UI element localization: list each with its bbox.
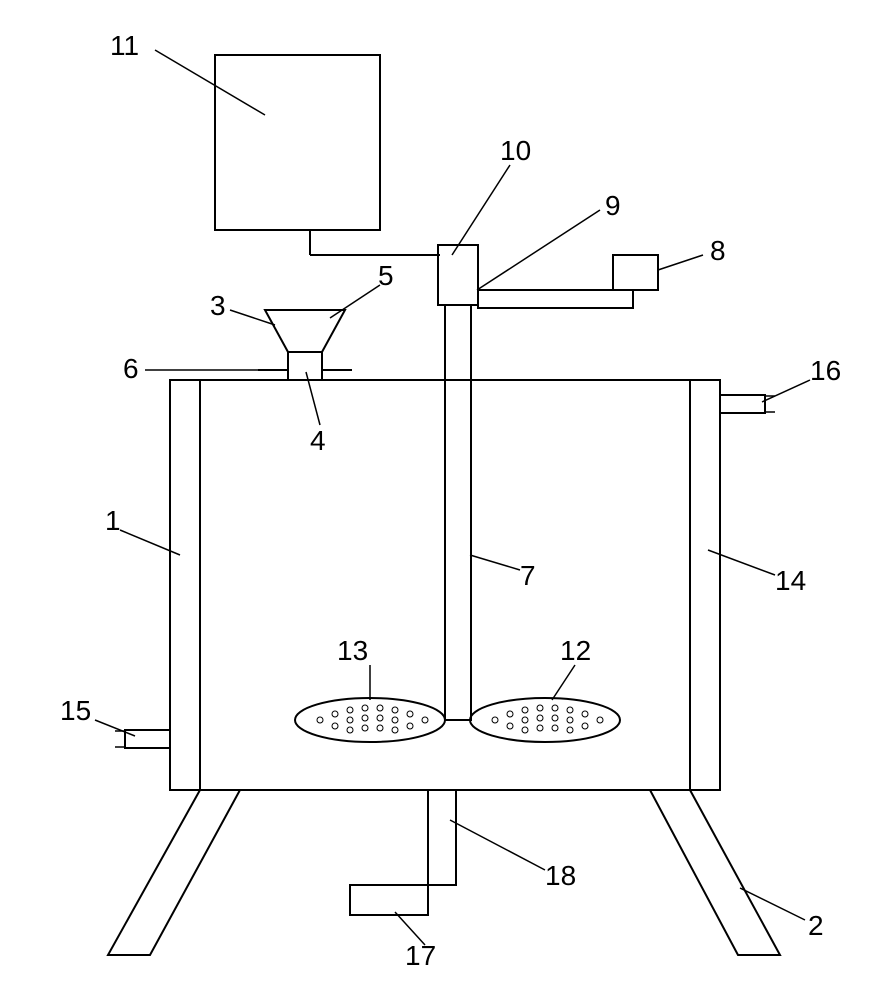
label-3: 3 (210, 290, 226, 321)
leader-15 (95, 720, 135, 736)
label-12: 12 (560, 635, 591, 666)
leader-12 (552, 665, 575, 700)
leader-7 (470, 555, 520, 570)
outlet-horizontal (350, 885, 428, 915)
leader-8 (658, 255, 703, 270)
label-2: 2 (808, 910, 824, 941)
control-box (215, 55, 380, 230)
label-6: 6 (123, 353, 139, 384)
leg-right (650, 790, 780, 955)
leader-11 (155, 50, 265, 115)
leader-10 (452, 165, 510, 255)
label-7: 7 (520, 560, 536, 591)
label-5: 5 (378, 260, 394, 291)
label-13: 13 (337, 635, 368, 666)
outlet-vertical (428, 790, 456, 885)
leader-9 (477, 210, 600, 290)
label-16: 16 (810, 355, 841, 386)
motor-housing (438, 245, 478, 305)
label-8: 8 (710, 235, 726, 266)
diagram-canvas: 11 10 9 8 5 3 6 4 16 1 7 14 13 12 15 2 1… (0, 0, 894, 1000)
label-9: 9 (605, 190, 621, 221)
leg-left (108, 790, 240, 955)
leader-14 (708, 550, 775, 575)
leader-5 (330, 285, 380, 318)
label-15: 15 (60, 695, 91, 726)
leader-16 (762, 380, 810, 402)
blade-left-holes (317, 705, 428, 733)
shaft (445, 305, 471, 720)
label-1: 1 (105, 505, 121, 536)
blade-right-holes (492, 705, 603, 733)
port-top-right (720, 395, 765, 413)
leader-2 (740, 888, 805, 920)
leader-18 (450, 820, 545, 870)
arm-bar (478, 290, 633, 308)
label-11: 11 (110, 30, 139, 61)
label-17: 17 (405, 940, 436, 971)
port-bottom-left (125, 730, 170, 748)
label-4: 4 (310, 425, 326, 456)
device-box (613, 255, 658, 290)
label-10: 10 (500, 135, 531, 166)
funnel-neck (288, 352, 322, 380)
label-14: 14 (775, 565, 806, 596)
label-18: 18 (545, 860, 576, 891)
